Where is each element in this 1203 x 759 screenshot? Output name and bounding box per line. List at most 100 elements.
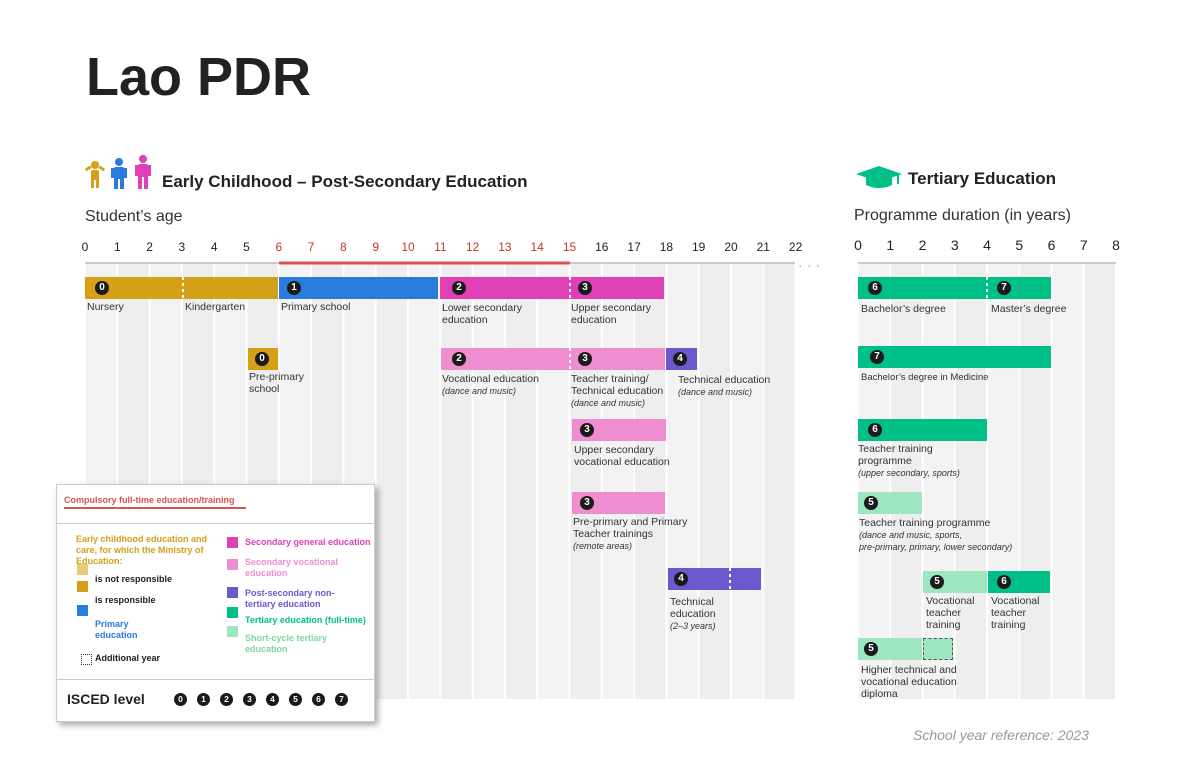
graduation-cap-icon bbox=[856, 164, 902, 195]
note: (dance and music) bbox=[678, 387, 753, 397]
text: Vocational bbox=[991, 595, 1040, 607]
text: Pre-primary bbox=[249, 371, 304, 383]
legend-swatch-not-responsible bbox=[77, 564, 88, 575]
duration-column bbox=[891, 263, 922, 699]
isced-badge: 7 bbox=[997, 281, 1011, 295]
bar-higher-technical-additional bbox=[923, 638, 953, 660]
age-column bbox=[441, 263, 472, 699]
text: Technical bbox=[670, 596, 714, 608]
text: diploma bbox=[861, 688, 898, 700]
separator bbox=[569, 277, 571, 299]
isced-badge: 0 bbox=[255, 352, 269, 366]
isced-badge: 3 bbox=[580, 423, 594, 437]
age-tick-label: 10 bbox=[401, 240, 415, 254]
legend-post-secondary: Post-secondary non-tertiary education bbox=[245, 588, 335, 609]
note: (dance and music, sports, bbox=[859, 530, 963, 540]
label-vocational-teacher-6: Vocational teacher training bbox=[991, 595, 1039, 631]
label-primary: Primary school bbox=[281, 301, 351, 313]
bar-primary bbox=[279, 277, 438, 299]
text: programme bbox=[858, 455, 912, 467]
text: Teacher training programme bbox=[859, 517, 991, 529]
right-axis-label: Programme duration (in years) bbox=[854, 207, 1071, 224]
page-title: Lao PDR bbox=[86, 47, 312, 107]
label-upper-secondary: Upper secondary education bbox=[571, 302, 651, 326]
legend-swatch-post-secondary bbox=[227, 587, 238, 598]
text: vocational education bbox=[574, 456, 670, 468]
age-column bbox=[570, 263, 601, 699]
age-tick-label: 20 bbox=[724, 240, 738, 254]
duration-tick-label: 3 bbox=[950, 237, 959, 253]
duration-column bbox=[1052, 263, 1083, 699]
duration-column bbox=[859, 263, 890, 699]
isced-badge: 6 bbox=[997, 575, 1011, 589]
label-kindergarten: Kindergarten bbox=[185, 301, 246, 313]
isced-level-badge: 2 bbox=[220, 693, 233, 706]
duration-tick-label: 6 bbox=[1047, 237, 1056, 253]
divider bbox=[57, 523, 374, 524]
isced-badge: 4 bbox=[673, 352, 687, 366]
label-preprimary-teacher: Pre-primary and Primary Teacher trainings… bbox=[573, 516, 687, 552]
text: teacher bbox=[991, 607, 1027, 619]
legend: Compulsory full-time education/training … bbox=[56, 484, 375, 722]
isced-badge: 1 bbox=[287, 281, 301, 295]
left-axis-label: Student’s age bbox=[85, 208, 183, 225]
duration-column bbox=[988, 263, 1019, 699]
text: Technical education bbox=[571, 385, 664, 397]
legend-swatch-short-cycle bbox=[227, 626, 238, 637]
text: Pre-primary and Primary bbox=[573, 516, 688, 528]
label-teacher-training-short: Teacher training programme (dance and mus… bbox=[859, 517, 1012, 553]
label-higher-technical: Higher technical and vocational education… bbox=[861, 664, 957, 700]
age-tick-label: 1 bbox=[113, 240, 121, 254]
isced-badge: 3 bbox=[580, 496, 594, 510]
age-tick-label: 8 bbox=[340, 240, 347, 254]
age-tick-label: 0 bbox=[81, 240, 89, 254]
isced-badge: 5 bbox=[930, 575, 944, 589]
legend-swatch-sec-general bbox=[227, 537, 238, 548]
bar-bachelor-master bbox=[858, 277, 1051, 299]
age-tick-label: 2 bbox=[146, 240, 153, 254]
age-column bbox=[732, 263, 763, 699]
isced-badge: 3 bbox=[578, 352, 592, 366]
text: education bbox=[571, 314, 617, 326]
isced-badge: 3 bbox=[578, 281, 592, 295]
school-year-reference: School year reference: 2023 bbox=[913, 727, 1089, 743]
text: training bbox=[991, 619, 1026, 631]
isced-badge: 6 bbox=[868, 281, 882, 295]
label-bachelor: Bachelor’s degree bbox=[861, 303, 946, 315]
isced-badge: 5 bbox=[864, 642, 878, 656]
legend-responsible: is responsible bbox=[95, 595, 156, 605]
duration-tick-label: 4 bbox=[983, 237, 991, 253]
label-lower-secondary: Lower secondary education bbox=[442, 302, 522, 326]
divider bbox=[57, 679, 374, 680]
age-tick-label: 17 bbox=[627, 240, 641, 254]
additional-year-separator bbox=[182, 277, 184, 299]
text: education bbox=[442, 314, 488, 326]
text: Higher technical and bbox=[861, 664, 957, 676]
legend-swatch-additional bbox=[81, 654, 92, 665]
duration-column bbox=[1084, 263, 1115, 699]
label-teacher-technical: Teacher training/Technical education (dan… bbox=[571, 373, 663, 409]
text: Lower secondary bbox=[442, 302, 522, 314]
separator bbox=[569, 348, 571, 370]
label-bachelor-medicine: Bachelor’s degree in Medicine bbox=[861, 372, 989, 383]
legend-sec-general: Secondary general education bbox=[245, 537, 371, 547]
age-tick-label: 14 bbox=[530, 240, 544, 254]
isced-badge: 4 bbox=[674, 572, 688, 586]
legend-compulsory: Compulsory full-time education/training bbox=[64, 495, 235, 505]
legend-ecce-title: Early childhood education and care, for … bbox=[76, 534, 208, 566]
label-nursery: Nursery bbox=[87, 301, 124, 313]
isced-level-badge: 7 bbox=[335, 693, 348, 706]
text: education bbox=[670, 608, 716, 620]
legend-isced-label: ISCED level bbox=[67, 691, 145, 707]
age-column bbox=[635, 263, 666, 699]
label-vocational: Vocational education (dance and music) bbox=[442, 373, 539, 397]
age-column bbox=[409, 263, 440, 699]
age-tick-label: 12 bbox=[465, 240, 480, 254]
age-tick-label: 21 bbox=[756, 240, 770, 254]
age-tick-label: 5 bbox=[243, 240, 250, 254]
age-tick-label: 22 bbox=[788, 240, 803, 254]
isced-badge: 2 bbox=[452, 281, 466, 295]
children-icon bbox=[84, 154, 157, 195]
age-tick-label: 19 bbox=[692, 240, 706, 254]
bar-preprimary-teacher bbox=[572, 492, 665, 514]
